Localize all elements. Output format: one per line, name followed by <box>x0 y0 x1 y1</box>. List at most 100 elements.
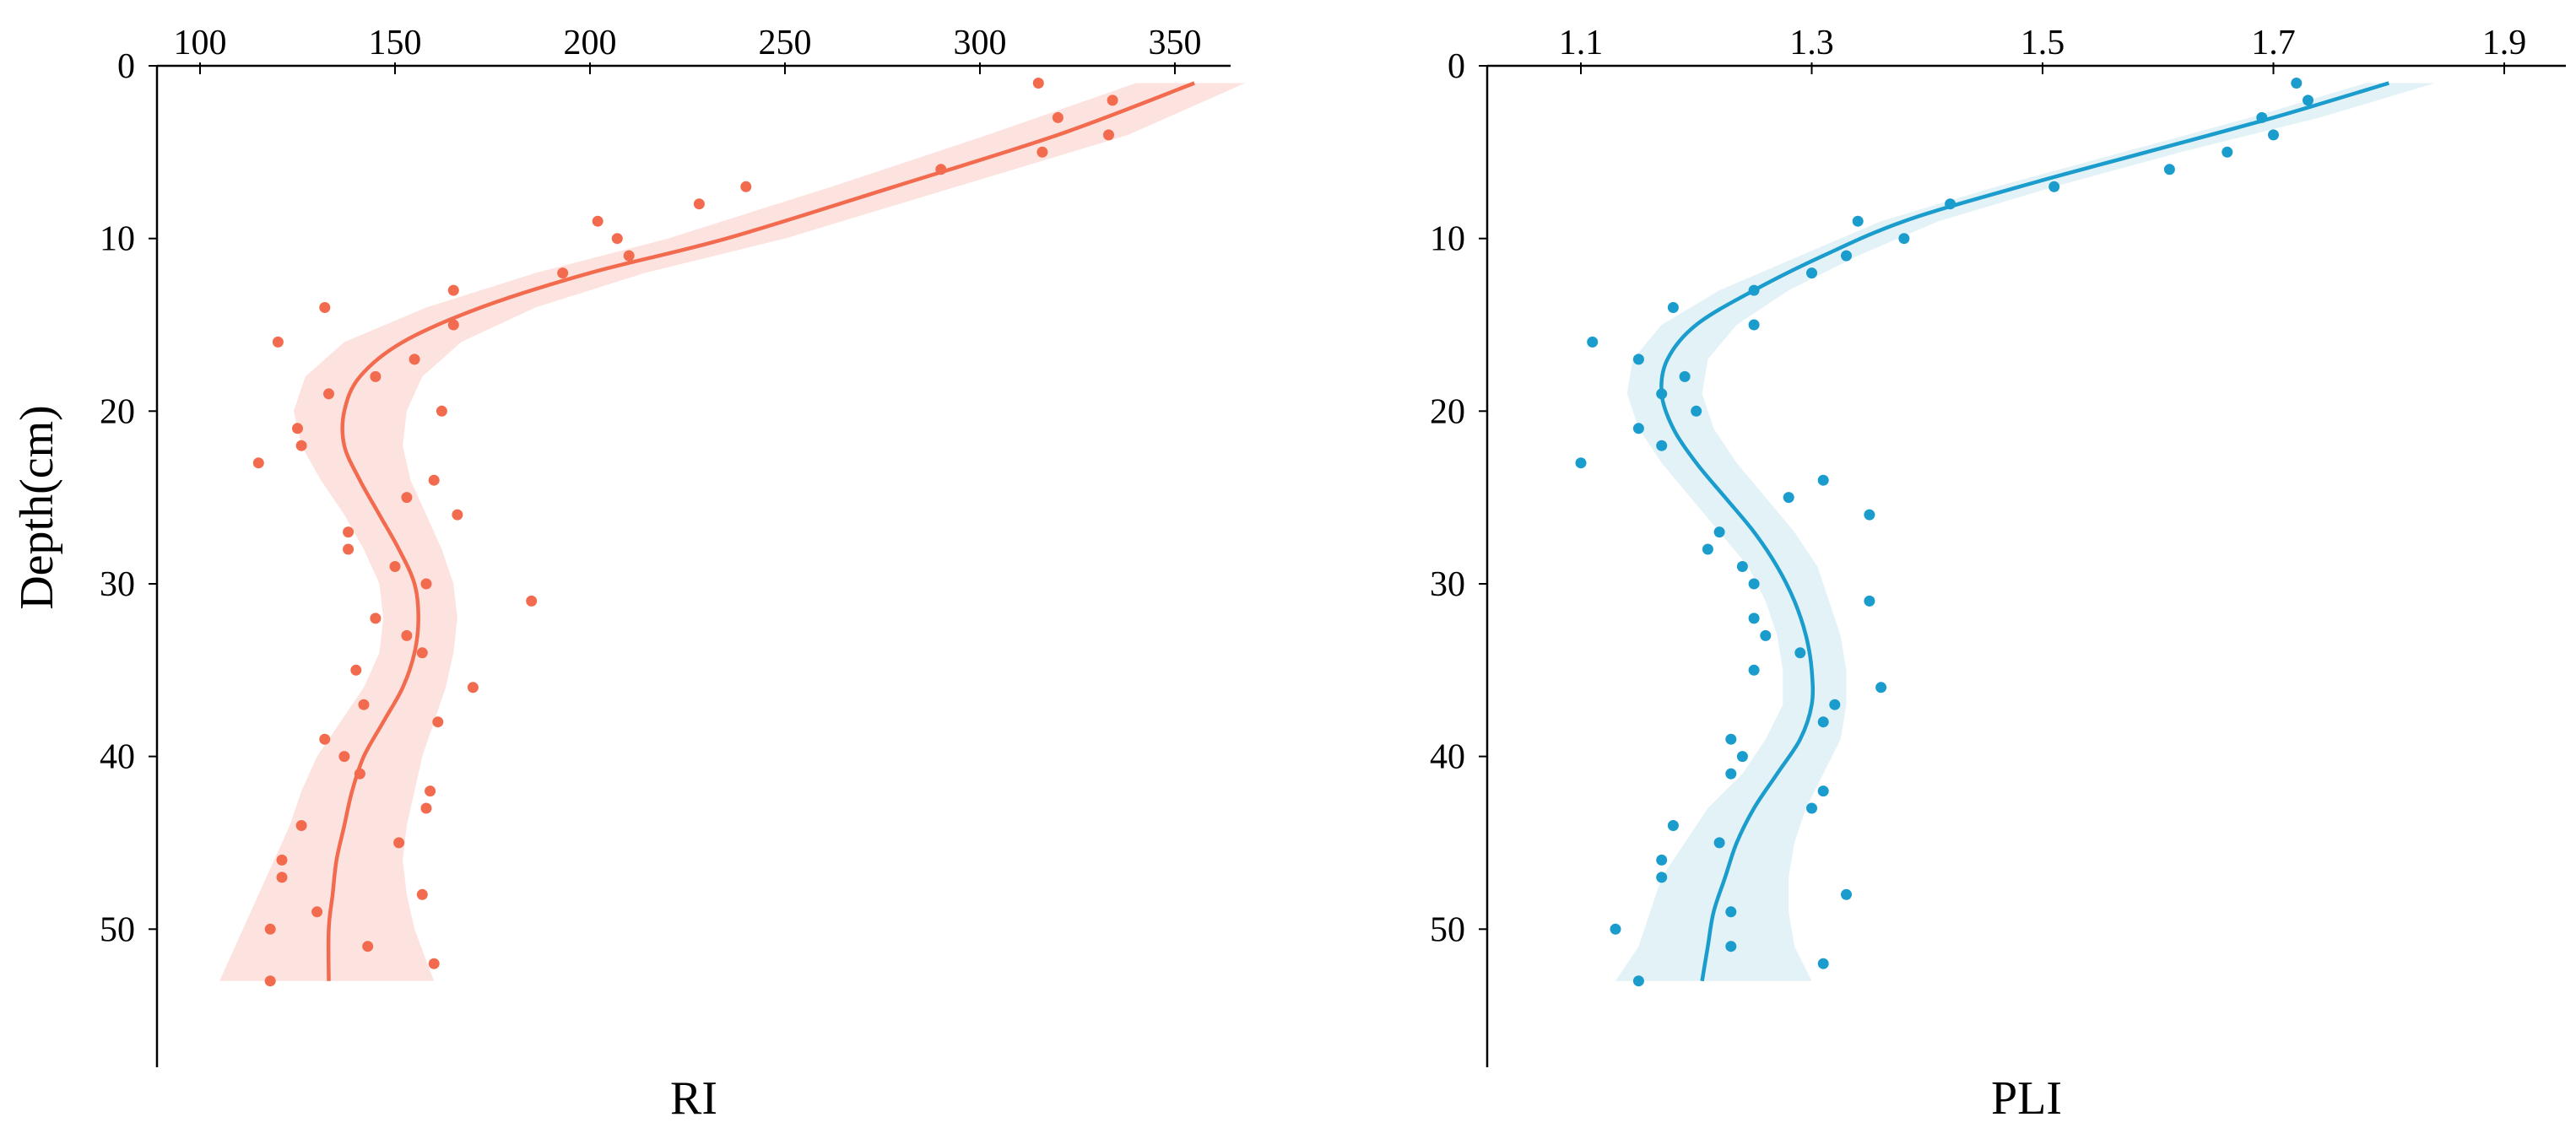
pli-data-point-46 <box>1656 872 1668 883</box>
ri-data-point-16 <box>409 354 420 365</box>
ri-data-point-43 <box>295 820 307 831</box>
ri-data-point-21 <box>295 440 307 451</box>
pli-data-point-7 <box>1945 198 1956 210</box>
pli-data-point-3 <box>2268 129 2279 141</box>
pli-data-point-10 <box>1841 250 1852 262</box>
ri-data-point-45 <box>276 854 288 866</box>
pli-data-point-6 <box>2048 181 2060 192</box>
pli-data-point-35 <box>1875 682 1887 694</box>
ri-x-tick-label-3: 250 <box>759 24 812 62</box>
pli-data-point-39 <box>1736 751 1748 763</box>
ri-data-point-24 <box>401 492 413 504</box>
ri-x-tick-label-4: 300 <box>954 24 1007 62</box>
ri-data-point-35 <box>467 682 479 694</box>
ri-data-point-10 <box>623 250 635 262</box>
y-axis-title: Depth(cm) <box>11 405 63 610</box>
ri-depth-panel: 100 150 200 250 300 350 0 10 20 30 40 50 RI Depth(… <box>11 24 1246 1125</box>
ri-data-point-42 <box>420 802 432 814</box>
pli-x-tick-label-1: 1.3 <box>1789 24 1834 62</box>
pli-data-point-11 <box>1806 267 1817 279</box>
pli-data-point-26 <box>1713 526 1725 538</box>
pli-data-point-45 <box>1656 854 1668 866</box>
ri-data-point-6 <box>740 181 752 192</box>
ri-data-point-39 <box>338 751 350 763</box>
pli-x-tick-label-2: 1.5 <box>2021 24 2065 62</box>
pli-y-tick-label-1: 10 <box>1430 220 1465 259</box>
ri-confidence-band <box>219 83 1246 981</box>
pli-data-point-44 <box>1713 837 1725 849</box>
pli-data-point-4 <box>2222 146 2233 158</box>
ri-data-point-13 <box>319 302 331 313</box>
pli-data-point-41 <box>1817 785 1829 797</box>
ri-data-point-14 <box>447 319 459 331</box>
pli-data-point-32 <box>1760 629 1772 641</box>
pli-data-point-16 <box>1632 354 1644 365</box>
pli-data-point-2 <box>2256 111 2268 123</box>
ri-data-point-52 <box>264 975 276 987</box>
pli-data-point-21 <box>1656 440 1668 451</box>
pli-data-point-30 <box>1864 595 1875 607</box>
ri-data-point-22 <box>252 457 264 469</box>
ri-data-point-19 <box>436 405 447 417</box>
pli-data-point-1 <box>2303 94 2314 106</box>
pli-y-tick-label-2: 20 <box>1430 392 1465 431</box>
pli-depth-panel: 1.1 1.3 1.5 1.7 1.9 0 10 20 30 40 50 PLI <box>1430 24 2566 1125</box>
ri-y-tick-label-2: 20 <box>100 392 135 431</box>
pli-data-point-51 <box>1817 958 1829 969</box>
ri-data-point-47 <box>416 888 428 900</box>
ri-data-point-48 <box>311 906 323 918</box>
ri-data-point-0 <box>1032 78 1044 89</box>
ri-data-point-40 <box>354 768 365 780</box>
pli-confidence-band <box>1615 83 2435 981</box>
ri-x-tick-label-5: 350 <box>1149 24 1202 62</box>
ri-data-point-15 <box>272 336 284 348</box>
ri-data-point-17 <box>370 370 382 382</box>
pli-data-point-17 <box>1679 370 1691 382</box>
ri-data-point-46 <box>276 872 288 883</box>
pli-data-point-36 <box>1829 699 1841 710</box>
pli-y-tick-label-3: 30 <box>1430 565 1465 604</box>
pli-data-point-19 <box>1691 405 1702 417</box>
pli-data-point-33 <box>1794 647 1806 659</box>
pli-trend-layer <box>1659 81 2389 982</box>
ri-trend-line <box>326 81 1195 981</box>
ri-y-tick-label-4: 40 <box>100 738 135 777</box>
pli-data-point-20 <box>1632 423 1644 434</box>
ri-x-tick-label-1: 150 <box>369 24 422 62</box>
ri-y-tick-label-5: 50 <box>100 910 135 949</box>
pli-x-tick-label-4: 1.9 <box>2482 24 2527 62</box>
pli-data-point-27 <box>1702 543 1713 555</box>
ri-data-point-27 <box>343 543 354 555</box>
ri-data-point-3 <box>1103 129 1114 141</box>
pli-confidence-band-layer <box>1615 83 2435 981</box>
ri-y-tick-label-3: 30 <box>100 565 135 604</box>
pli-data-point-0 <box>2291 78 2303 89</box>
pli-data-point-5 <box>2163 164 2175 175</box>
pli-data-point-28 <box>1736 561 1748 572</box>
pli-x-axis-title: PLI <box>1991 1072 2062 1125</box>
pli-data-point-25 <box>1864 509 1875 521</box>
pli-data-point-12 <box>1748 284 1760 296</box>
ri-data-point-51 <box>428 958 440 969</box>
pli-y-ticks: 0 10 20 30 40 50 <box>1430 47 1487 949</box>
ri-data-point-28 <box>389 561 401 572</box>
ri-data-point-44 <box>393 837 405 849</box>
ri-data-point-31 <box>370 613 382 624</box>
pli-y-tick-label-5: 50 <box>1430 910 1465 949</box>
pli-x-ticks: 1.1 1.3 1.5 1.7 1.9 <box>1559 24 2527 74</box>
pli-data-point-14 <box>1748 319 1760 331</box>
pli-data-point-31 <box>1748 613 1760 624</box>
pli-data-point-40 <box>1725 768 1737 780</box>
pli-data-point-22 <box>1575 457 1587 469</box>
ri-data-point-41 <box>425 785 436 797</box>
ri-data-point-20 <box>292 423 303 434</box>
ri-data-point-23 <box>428 474 440 486</box>
ri-data-point-33 <box>416 647 428 659</box>
ri-data-point-11 <box>557 267 569 279</box>
ri-data-point-18 <box>323 388 334 400</box>
ri-data-point-9 <box>611 233 623 245</box>
ri-data-point-32 <box>401 629 413 641</box>
pli-data-point-42 <box>1806 802 1817 814</box>
pli-data-point-8 <box>1852 215 1864 227</box>
ri-data-point-2 <box>1052 111 1063 123</box>
